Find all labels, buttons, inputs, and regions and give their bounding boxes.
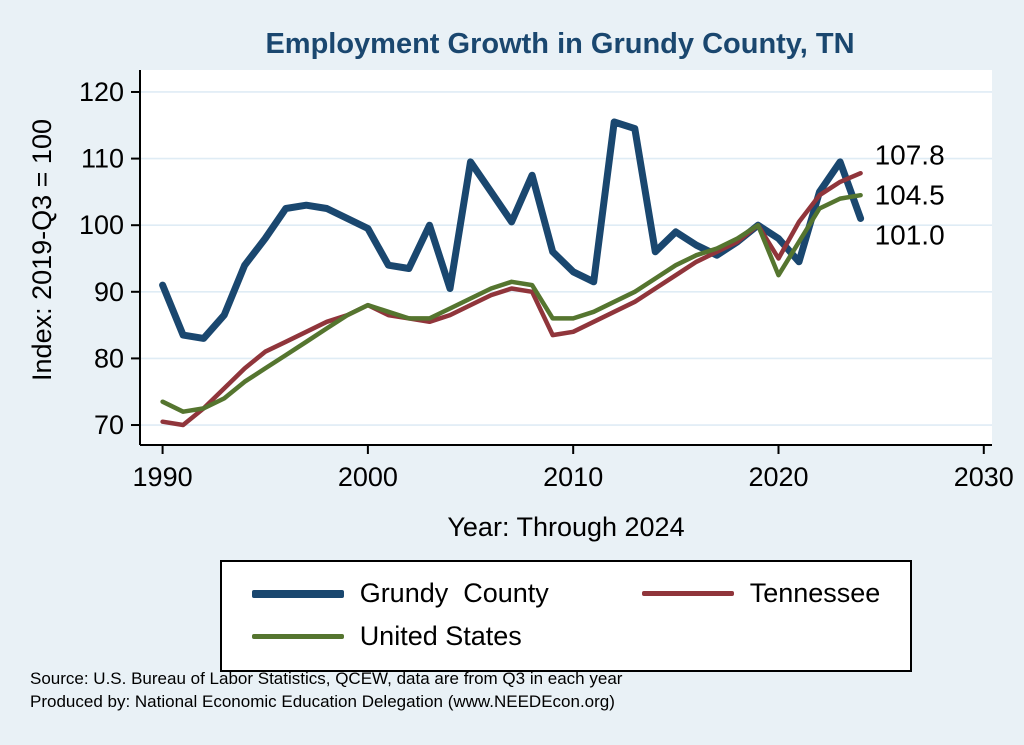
end-label-group: 107.8 104.5 101.0 — [875, 140, 945, 251]
legend-label-united-states: United States — [359, 621, 522, 651]
footer-notes: Source: U.S. Bureau of Labor Statistics,… — [30, 668, 1004, 714]
chart-legend: Grundy County Tennessee United States — [219, 560, 913, 672]
legend-label-grundy-county: Grundy County — [359, 578, 549, 608]
x-tick-label: 2030 — [954, 462, 1014, 492]
x-tick-label: 2020 — [748, 462, 808, 492]
y-tick-label: 110 — [81, 144, 124, 174]
y-tick-label: 80 — [94, 343, 124, 373]
series-line-united-states — [160, 192, 863, 414]
legend-line-swatch-grundy-county — [251, 589, 344, 598]
legend-item-grundy-county: Grundy County — [251, 578, 612, 609]
plot-area — [140, 70, 992, 445]
legend-wrap: Grundy County Tennessee United States — [140, 560, 992, 672]
legend-item-tennessee: Tennessee — [641, 578, 881, 609]
x-tick-label: 2000 — [338, 462, 398, 492]
legend-line-swatch-tennessee — [641, 591, 734, 596]
series-end-value: 104.5 — [875, 180, 945, 211]
y-tick-label: 90 — [94, 277, 124, 307]
y-tick-label: 120 — [79, 77, 124, 107]
series-group — [159, 118, 865, 428]
chart-title: Employment Growth in Grundy County, TN — [265, 28, 855, 60]
produced-by-note: Produced by: National Economic Education… — [30, 691, 615, 711]
y-tick-label: 70 — [94, 410, 124, 440]
chart-plot: 70 80 90 100 110 120 1990 2000 2010 2020 2030 107.… — [27, 70, 1014, 492]
legend-item-united-states: United States — [251, 621, 612, 652]
x-axis-title: Year: Through 2024 — [447, 512, 685, 542]
source-note: Source: U.S. Bureau of Labor Statistics,… — [30, 669, 623, 688]
y-tick-label: 100 — [79, 210, 124, 240]
legend-grid: Grundy County Tennessee United States — [251, 578, 881, 652]
x-tick-label: 1990 — [133, 462, 193, 492]
legend-label-tennessee: Tennessee — [749, 578, 881, 608]
y-axis-title: Index: 2019-Q3 = 100 — [27, 119, 57, 381]
series-end-value: 101.0 — [875, 220, 945, 251]
x-tick-label: 2010 — [543, 462, 603, 492]
legend-line-swatch-united-states — [251, 634, 344, 639]
axes-group: 70 80 90 100 110 120 1990 2000 2010 2020 2030 — [79, 70, 1014, 492]
plot-background-group — [140, 70, 992, 445]
series-end-value: 107.8 — [875, 140, 945, 171]
